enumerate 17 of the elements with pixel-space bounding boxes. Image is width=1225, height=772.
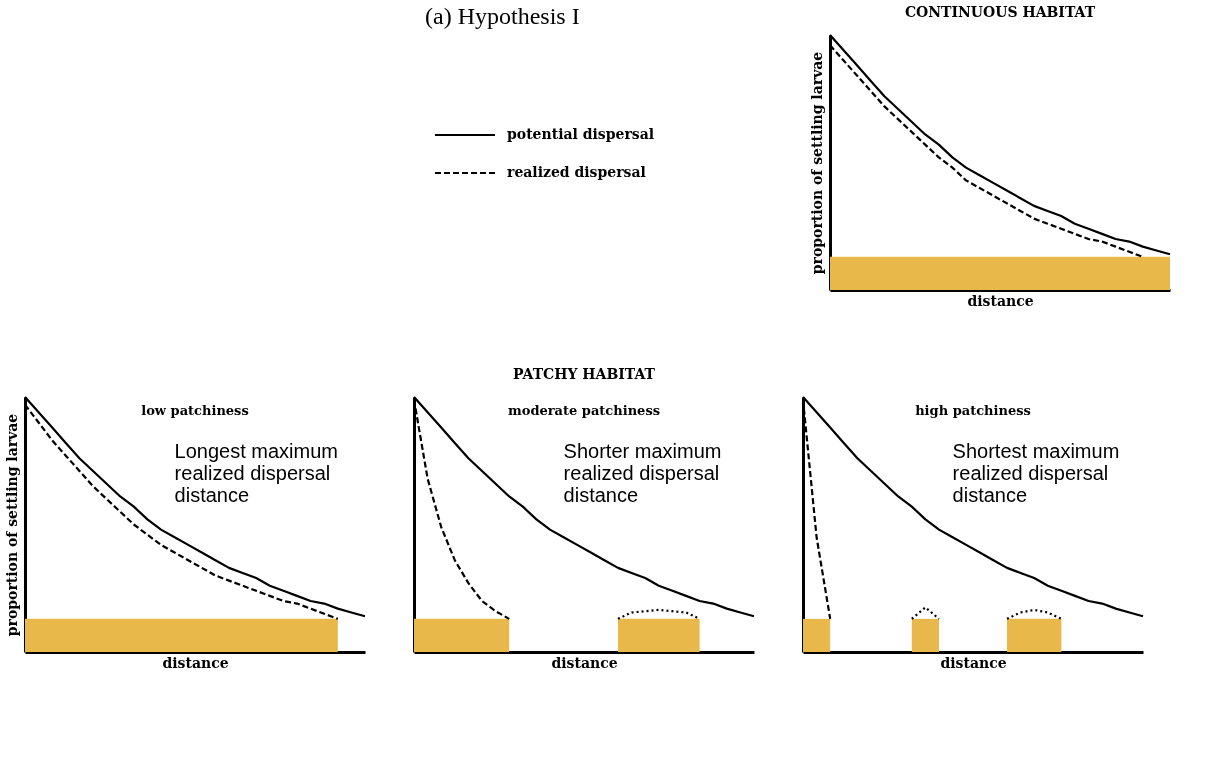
x-axis-title: distance: [940, 654, 1007, 671]
text: high patchiness: [915, 403, 1031, 418]
y-axis-title: proportion of settling larvae: [3, 413, 20, 637]
chart-title: CONTINUOUS HABITAT: [904, 4, 1096, 20]
annotation: Longest maximum realized dispersal distance: [174, 440, 339, 506]
annotation: Shortest maximum realized dispersal distance: [952, 440, 1120, 506]
text: moderate patchiness: [507, 403, 661, 418]
legend-label: realized dispersal: [507, 164, 646, 180]
chart-title: PATCHY HABITAT: [513, 366, 656, 382]
x-axis-title: distance: [162, 654, 229, 671]
annotation: Shorter maximum realized dispersal distance: [563, 440, 722, 506]
x-axis-title: distance: [967, 292, 1034, 309]
x-axis-title: distance: [551, 654, 618, 671]
legend-label: potential dispersal: [507, 126, 655, 142]
y-axis-title: proportion of settling larvae: [808, 51, 825, 275]
text: (a) Hypothesis I: [425, 3, 580, 29]
text: low patchiness: [141, 403, 249, 418]
